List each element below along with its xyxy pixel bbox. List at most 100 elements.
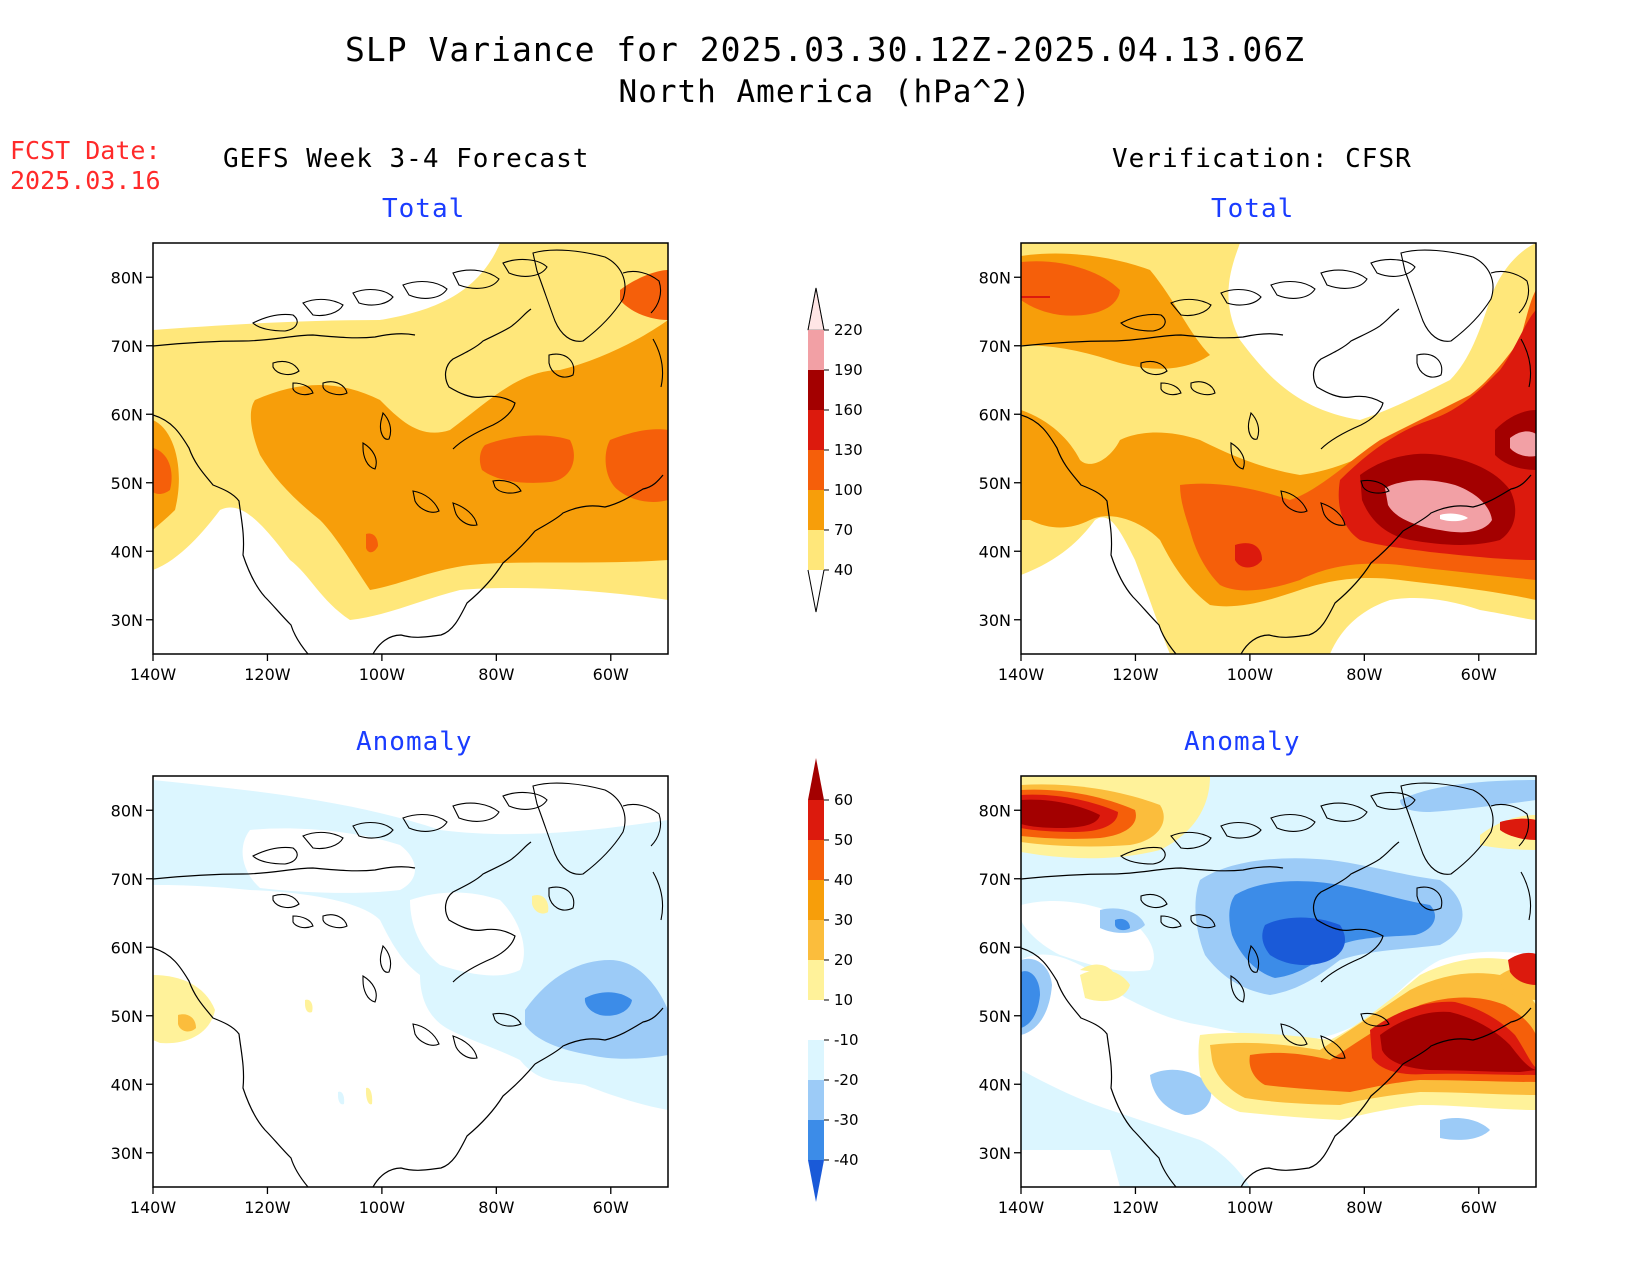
colorbar-anomaly-label: 20 xyxy=(834,951,853,969)
lat-tick-label: 80N xyxy=(111,268,143,287)
lon-tick-label: 100W xyxy=(359,1198,406,1217)
colorbar-total-label: 220 xyxy=(834,321,863,339)
lon-tick-label: 80W xyxy=(1346,665,1382,684)
colorbar-anomaly-label: 10 xyxy=(834,991,853,1009)
panel-title-forecast-total: Total xyxy=(382,194,466,224)
colorbar-total-top-swatch xyxy=(807,287,825,331)
fcst-date-block: FCST Date: 2025.03.16 xyxy=(10,136,161,196)
lat-tick-label: 30N xyxy=(979,611,1011,630)
colorbar-total-swatch xyxy=(808,330,824,370)
colorbar-anomaly-bottom-swatch xyxy=(808,1160,824,1202)
lat-tick-label: 70N xyxy=(111,337,143,356)
colorbar-total-label: 100 xyxy=(834,481,863,499)
frame-forecast-total xyxy=(152,242,669,655)
colorbar-anomaly-swatch xyxy=(808,1080,824,1120)
lon-tick-label: 100W xyxy=(1227,665,1274,684)
colorbar-total-label: 70 xyxy=(834,521,853,539)
lon-tick-label: 60W xyxy=(1461,665,1497,684)
colorbar-anomaly-top-swatch xyxy=(808,758,824,800)
lon-tick-label: 120W xyxy=(1112,665,1159,684)
colorbar-anomaly-label: -10 xyxy=(834,1031,859,1049)
colorbar-anomaly-swatch xyxy=(808,960,824,1000)
lat-tick-label: 50N xyxy=(979,474,1011,493)
colorbar-anomaly-label: 60 xyxy=(834,791,853,809)
lat-tick-label: 30N xyxy=(111,1144,143,1163)
lat-tick-label: 80N xyxy=(979,268,1011,287)
colorbar-total-label: 130 xyxy=(834,441,863,459)
lat-tick-label: 80N xyxy=(979,801,1011,820)
lon-tick-label: 140W xyxy=(130,1198,177,1217)
lat-tick-label: 60N xyxy=(979,405,1011,424)
frame-verification-total xyxy=(1020,242,1537,655)
colorbar-total-swatch xyxy=(808,490,824,530)
map-forecast-total xyxy=(153,243,668,654)
colorbar-anomaly-label: 50 xyxy=(834,831,853,849)
lon-tick-label: 120W xyxy=(244,665,291,684)
lat-tick-label: 60N xyxy=(111,405,143,424)
lat-tick-label: 50N xyxy=(111,474,143,493)
colorbar-total-label: 160 xyxy=(834,401,863,419)
lat-tick-label: 50N xyxy=(111,1007,143,1026)
map-verification-anomaly xyxy=(1021,776,1536,1187)
colorbar-total-label: 190 xyxy=(834,361,863,379)
colorbar-total-swatch xyxy=(808,410,824,450)
fcst-date-value: 2025.03.16 xyxy=(10,166,161,195)
colorbar-anomaly: 60 50 40 30 20 10 -10 -20 -30 -40 xyxy=(808,758,859,1202)
colorbar-total-bottom-swatch xyxy=(807,569,825,613)
panel-title-forecast-anomaly: Anomaly xyxy=(356,727,473,757)
lon-tick-label: 140W xyxy=(998,1198,1045,1217)
colorbar-anomaly-label: 30 xyxy=(834,911,853,929)
colorbar-anomaly-swatch xyxy=(808,840,824,880)
colorbar-anomaly-swatch xyxy=(808,920,824,960)
left-column-title: GEFS Week 3-4 Forecast xyxy=(223,144,590,174)
lat-tick-label: 40N xyxy=(111,1075,143,1094)
lat-tick-label: 30N xyxy=(111,611,143,630)
lon-tick-label: 100W xyxy=(1227,1198,1274,1217)
colorbar-anomaly-label: -40 xyxy=(834,1151,859,1169)
lat-tick-label: 60N xyxy=(979,938,1011,957)
colorbar-total-swatch xyxy=(808,530,824,570)
lon-tick-label: 80W xyxy=(1346,1198,1382,1217)
axes-group: 80N 70N 60N 50N 40N 30N 140W 120W 100W 80W 60W 80N 7… xyxy=(111,268,1497,1217)
colorbar-anomaly-swatch xyxy=(808,880,824,920)
colorbar-total-swatch xyxy=(808,370,824,410)
lat-tick-label: 30N xyxy=(979,1144,1011,1163)
lat-tick-label: 40N xyxy=(979,1075,1011,1094)
lon-tick-label: 140W xyxy=(130,665,177,684)
lat-tick-label: 80N xyxy=(111,801,143,820)
colorbar-anomaly-label: 40 xyxy=(834,871,853,889)
colorbar-total: 220 190 160 130 100 70 40 xyxy=(807,287,863,613)
lat-tick-label: 50N xyxy=(979,1007,1011,1026)
colorbar-anomaly-swatch xyxy=(808,1000,824,1040)
colorbar-anomaly-label: -20 xyxy=(834,1071,859,1089)
lon-tick-label: 120W xyxy=(244,1198,291,1217)
fcst-date-label: FCST Date: xyxy=(10,136,161,165)
panel-title-verification-anomaly: Anomaly xyxy=(1184,727,1301,757)
lon-tick-label: 80W xyxy=(478,1198,514,1217)
lat-tick-label: 70N xyxy=(111,870,143,889)
lon-tick-label: 120W xyxy=(1112,1198,1159,1217)
lon-tick-label: 60W xyxy=(593,1198,629,1217)
lat-tick-label: 40N xyxy=(111,542,143,561)
map-forecast-anomaly xyxy=(153,776,668,1187)
frame-forecast-anomaly xyxy=(152,775,669,1188)
panel-title-verification-total: Total xyxy=(1211,194,1295,224)
right-column-title: Verification: CFSR xyxy=(1112,144,1412,174)
lat-tick-label: 70N xyxy=(979,337,1011,356)
map-verification-total xyxy=(1021,243,1536,654)
colorbar-total-label: 40 xyxy=(834,561,853,579)
lat-tick-label: 60N xyxy=(111,938,143,957)
colorbar-anomaly-swatch xyxy=(808,1040,824,1080)
frame-verification-anomaly xyxy=(1020,775,1537,1188)
colorbar-anomaly-swatch xyxy=(808,1120,824,1160)
lon-tick-label: 60W xyxy=(593,665,629,684)
lon-tick-label: 100W xyxy=(359,665,406,684)
lat-tick-label: 40N xyxy=(979,542,1011,561)
lon-tick-label: 80W xyxy=(478,665,514,684)
colorbar-anomaly-swatch xyxy=(808,800,824,840)
lon-tick-label: 60W xyxy=(1461,1198,1497,1217)
colorbar-anomaly-label: -30 xyxy=(834,1111,859,1129)
main-title: SLP Variance for 2025.03.30.12Z-2025.04.… xyxy=(345,30,1305,69)
main-subtitle: North America (hPa^2) xyxy=(618,74,1032,110)
